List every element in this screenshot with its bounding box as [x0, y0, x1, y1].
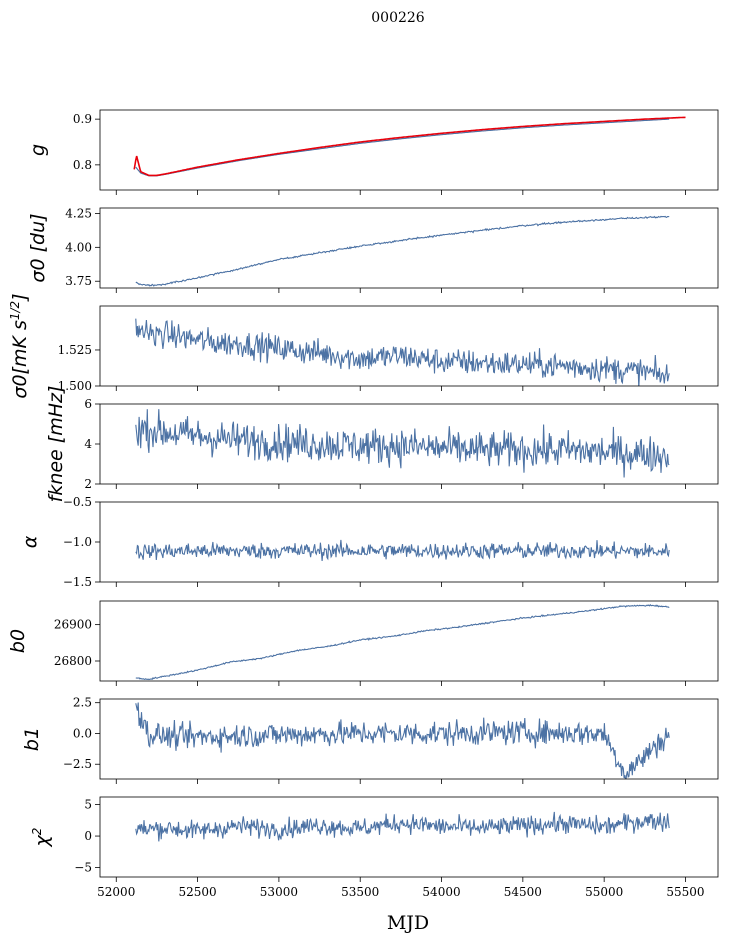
y-tick-label-sigma0_du-1: 4.00 — [65, 240, 92, 254]
x-tick-label-5: 54500 — [504, 885, 542, 899]
y-tick-label-g-1: 0.9 — [73, 112, 92, 126]
y-tick-label-chi2-0: −5 — [74, 861, 92, 875]
panel-fknee: 2 4 6 fknee [mHz] — [45, 386, 719, 503]
series-line-b1-0 — [135, 702, 670, 779]
series-line-g-0 — [135, 118, 670, 177]
y-axis-label-b0: b0 — [7, 629, 29, 653]
x-tick-label-2: 53000 — [260, 885, 298, 899]
x-tick-label-7: 55500 — [666, 885, 704, 899]
series-line-b0-0 — [135, 603, 670, 681]
plot-frame-b0 — [99, 600, 719, 682]
y-tick-label-alpha-1: −1.0 — [63, 535, 92, 549]
series-line-fknee-0 — [135, 409, 670, 478]
y-tick-label-alpha-0: −1.5 — [63, 575, 92, 589]
y-tick-label-sigma0_mk-0: 1.500 — [58, 379, 92, 393]
plot-frame-alpha — [99, 501, 719, 583]
plot-frame-sigma0_du — [99, 207, 719, 289]
y-axis-label-chi2: χ2 — [30, 828, 53, 848]
panel-sigma0_du: 3.75 4.00 4.25 σ0 [du] — [27, 206, 719, 293]
x-axis-label: MJD — [387, 912, 429, 934]
y-tick-label-sigma0_mk-1: 1.525 — [58, 343, 92, 357]
y-tick-label-b1-1: 0.0 — [73, 726, 92, 740]
panel-sigma0_mk: 1.500 1.525 σ0[mK s1/2] — [8, 293, 719, 399]
y-tick-label-b1-0: −2.5 — [63, 757, 92, 771]
y-tick-label-sigma0_du-2: 4.25 — [65, 206, 92, 220]
y-tick-label-g-0: 0.8 — [73, 158, 92, 172]
figure-title: 000226 — [371, 10, 425, 26]
plot-frame-b1 — [99, 698, 719, 780]
y-tick-label-fknee-2: 6 — [84, 397, 92, 411]
y-tick-label-b0-1: 26900 — [54, 618, 92, 632]
y-axis-label-sigma0_du: σ0 [du] — [27, 213, 49, 282]
plot-frame-g — [99, 109, 719, 191]
series-line-alpha-0 — [135, 539, 670, 561]
y-tick-label-b0-0: 26800 — [54, 654, 92, 668]
panel-alpha: −1.5 −1.0 −0.5 α — [19, 495, 719, 589]
panels: 0.8 0.9 g 3.75 4.00 4.25 σ0 [du] 1.500 1.525 σ0[m… — [7, 109, 719, 899]
y-axis-label-b1: b1 — [21, 727, 43, 751]
y-axis-label-g: g — [27, 144, 49, 156]
y-tick-label-chi2-1: 0 — [84, 829, 92, 843]
y-tick-label-fknee-0: 2 — [84, 477, 92, 491]
panel-b0: 26800 26900 b0 — [7, 600, 719, 686]
x-tick-label-3: 53500 — [341, 885, 379, 899]
panel-b1: −2.5 0.0 2.5 b1 — [21, 696, 719, 784]
y-tick-label-fknee-1: 4 — [84, 437, 92, 451]
x-tick-label-0: 52000 — [97, 885, 135, 899]
series-line-g-1 — [133, 116, 686, 177]
panel-chi2: −5 0 5 52000 52500 53000 53500 54000 54500 55000 5… — [30, 796, 719, 899]
y-axis-label-alpha: α — [19, 535, 41, 548]
y-tick-label-b1-2: 2.5 — [73, 696, 92, 710]
plot-frame-chi2 — [99, 796, 719, 878]
y-axis-label-sigma0_mk: σ0[mK s1/2] — [8, 293, 31, 398]
x-tick-label-6: 55000 — [585, 885, 623, 899]
series-line-sigma0_mk-0 — [135, 318, 670, 386]
x-tick-label-1: 52500 — [178, 885, 216, 899]
x-tick-label-4: 54000 — [422, 885, 460, 899]
series-line-sigma0_du-0 — [135, 215, 670, 287]
y-axis-label-fknee: fknee [mHz] — [45, 386, 67, 503]
y-tick-label-alpha-2: −0.5 — [63, 495, 92, 509]
y-tick-label-sigma0_du-0: 3.75 — [65, 274, 92, 288]
panel-g: 0.8 0.9 g — [27, 109, 719, 195]
plot-frame-sigma0_mk — [99, 305, 719, 387]
y-tick-label-chi2-2: 5 — [84, 798, 92, 812]
series-line-chi2-0 — [135, 811, 670, 842]
